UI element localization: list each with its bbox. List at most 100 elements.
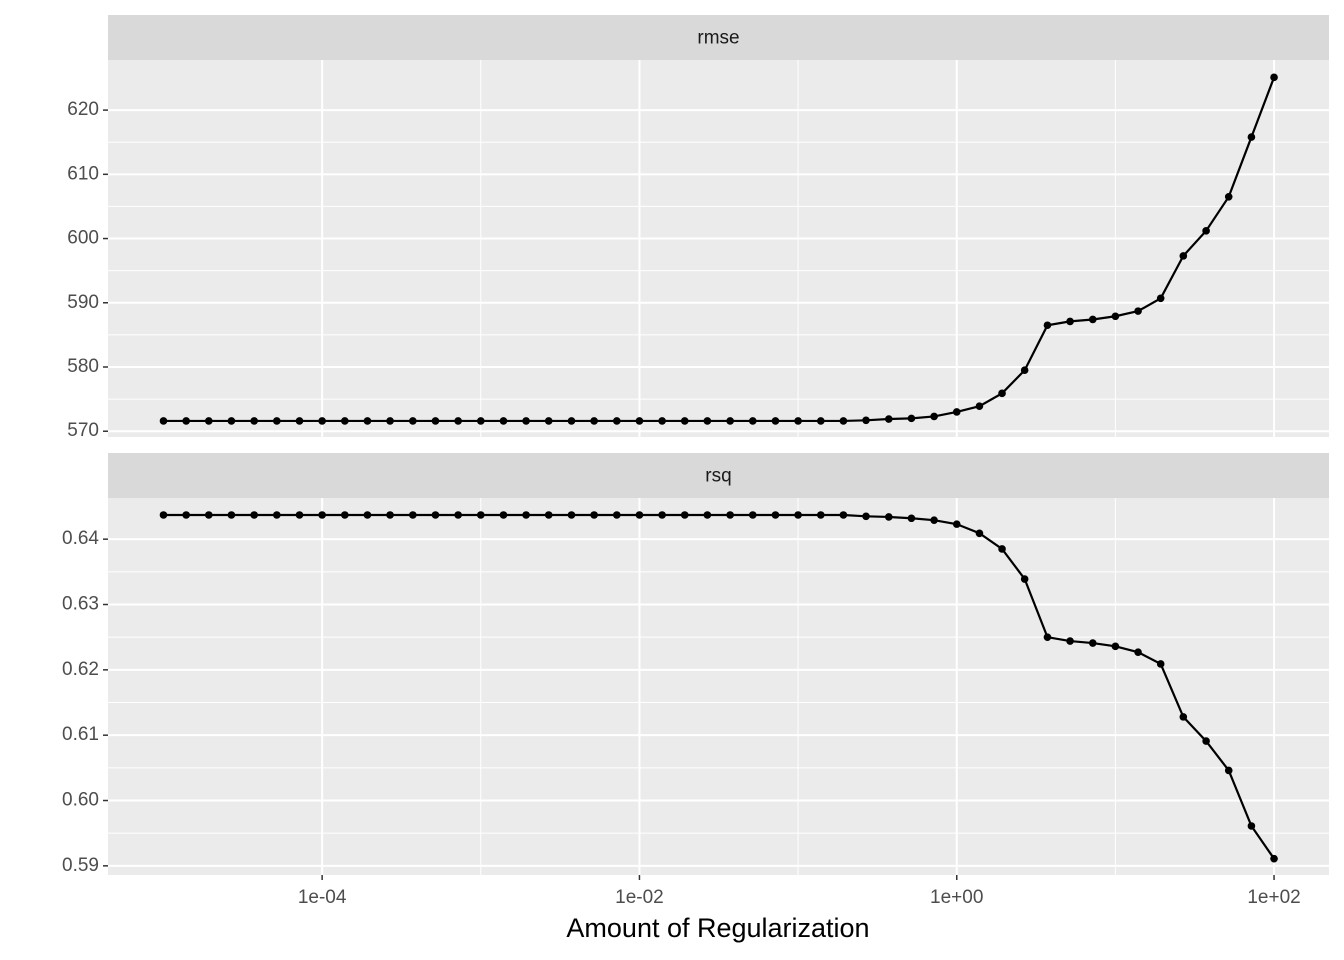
data-point bbox=[907, 514, 916, 523]
data-point bbox=[794, 417, 802, 425]
data-point bbox=[839, 417, 848, 425]
data-point bbox=[273, 511, 281, 519]
data-point bbox=[1111, 642, 1120, 651]
data-point bbox=[930, 412, 938, 421]
data-point bbox=[544, 511, 553, 519]
x-tick-label: 1e+00 bbox=[930, 887, 983, 908]
data-point bbox=[680, 417, 689, 425]
data-point bbox=[1066, 317, 1074, 326]
data-point bbox=[1224, 766, 1233, 775]
data-point bbox=[658, 417, 666, 425]
data-point bbox=[816, 511, 825, 519]
data-point bbox=[590, 511, 598, 519]
data-point bbox=[227, 511, 236, 519]
data-point bbox=[998, 545, 1006, 553]
data-point bbox=[839, 511, 848, 519]
data-point bbox=[204, 417, 213, 425]
data-point bbox=[1088, 639, 1097, 647]
x-tick-label: 1e-02 bbox=[615, 887, 664, 908]
y-tick-label: 0.59 bbox=[62, 855, 99, 876]
data-point bbox=[318, 511, 326, 519]
data-point bbox=[1066, 637, 1074, 645]
y-tick-label: 0.62 bbox=[62, 659, 99, 680]
y-tick-label: 0.60 bbox=[62, 790, 99, 811]
data-point bbox=[862, 512, 870, 521]
data-point bbox=[341, 417, 349, 425]
data-point bbox=[907, 414, 916, 423]
data-point bbox=[476, 417, 485, 425]
data-point bbox=[318, 417, 326, 425]
data-point bbox=[386, 417, 394, 425]
y-tick-label: 580 bbox=[67, 356, 99, 377]
data-point bbox=[544, 417, 553, 425]
data-point bbox=[1270, 854, 1278, 863]
data-point bbox=[204, 511, 213, 519]
y-tick-label: 570 bbox=[67, 420, 99, 441]
data-point bbox=[1202, 737, 1210, 745]
data-point bbox=[567, 417, 576, 425]
facet-label: rmse bbox=[697, 28, 739, 49]
data-point bbox=[816, 417, 825, 425]
data-point bbox=[613, 511, 621, 519]
data-point bbox=[363, 417, 372, 425]
y-tick-label: 590 bbox=[67, 292, 99, 313]
facet-label: rsq bbox=[705, 466, 731, 487]
panel-background bbox=[108, 498, 1329, 875]
data-point bbox=[1134, 648, 1142, 656]
data-point bbox=[250, 511, 258, 519]
data-point bbox=[409, 511, 417, 519]
data-point bbox=[703, 511, 712, 519]
facet-strip bbox=[108, 15, 1329, 60]
data-point bbox=[975, 529, 984, 538]
data-point bbox=[567, 511, 576, 519]
data-point bbox=[1088, 315, 1097, 324]
data-point bbox=[454, 417, 462, 425]
data-point bbox=[476, 511, 485, 519]
data-point bbox=[159, 511, 168, 519]
data-point bbox=[522, 511, 530, 519]
x-axis-title: Amount of Regularization bbox=[566, 913, 869, 943]
data-point bbox=[952, 408, 961, 416]
data-point bbox=[1247, 133, 1256, 141]
data-point bbox=[182, 417, 190, 425]
data-point bbox=[1043, 633, 1052, 641]
data-point bbox=[363, 511, 372, 519]
data-point bbox=[794, 511, 802, 519]
data-point bbox=[454, 511, 462, 519]
data-point bbox=[975, 402, 984, 410]
y-tick-label: 0.61 bbox=[62, 724, 99, 745]
data-point bbox=[1111, 312, 1120, 321]
data-point bbox=[1020, 366, 1029, 375]
data-point bbox=[1156, 660, 1165, 668]
data-point bbox=[341, 511, 349, 519]
data-point bbox=[522, 417, 530, 425]
data-point bbox=[726, 511, 734, 519]
y-tick-label: 620 bbox=[67, 99, 99, 120]
data-point bbox=[658, 511, 666, 519]
data-point bbox=[748, 511, 757, 519]
data-point bbox=[1270, 73, 1278, 82]
data-point bbox=[771, 417, 780, 425]
data-point bbox=[635, 417, 644, 425]
data-point bbox=[1179, 713, 1188, 721]
data-point bbox=[952, 520, 961, 528]
data-point bbox=[250, 417, 258, 425]
data-point bbox=[295, 511, 304, 519]
data-point bbox=[1043, 321, 1052, 330]
y-tick-label: 600 bbox=[67, 228, 99, 249]
data-point bbox=[1134, 307, 1142, 315]
data-point bbox=[726, 417, 734, 425]
data-point bbox=[748, 417, 757, 425]
y-tick-label: 0.63 bbox=[62, 594, 99, 615]
data-point bbox=[998, 389, 1006, 398]
data-point bbox=[703, 417, 712, 425]
panel-background bbox=[108, 60, 1329, 437]
data-point bbox=[635, 511, 644, 519]
data-point bbox=[409, 417, 417, 425]
y-tick-label: 0.64 bbox=[62, 528, 99, 549]
data-point bbox=[227, 417, 236, 425]
data-point bbox=[884, 415, 893, 423]
data-point bbox=[273, 417, 281, 425]
data-point bbox=[590, 417, 598, 425]
